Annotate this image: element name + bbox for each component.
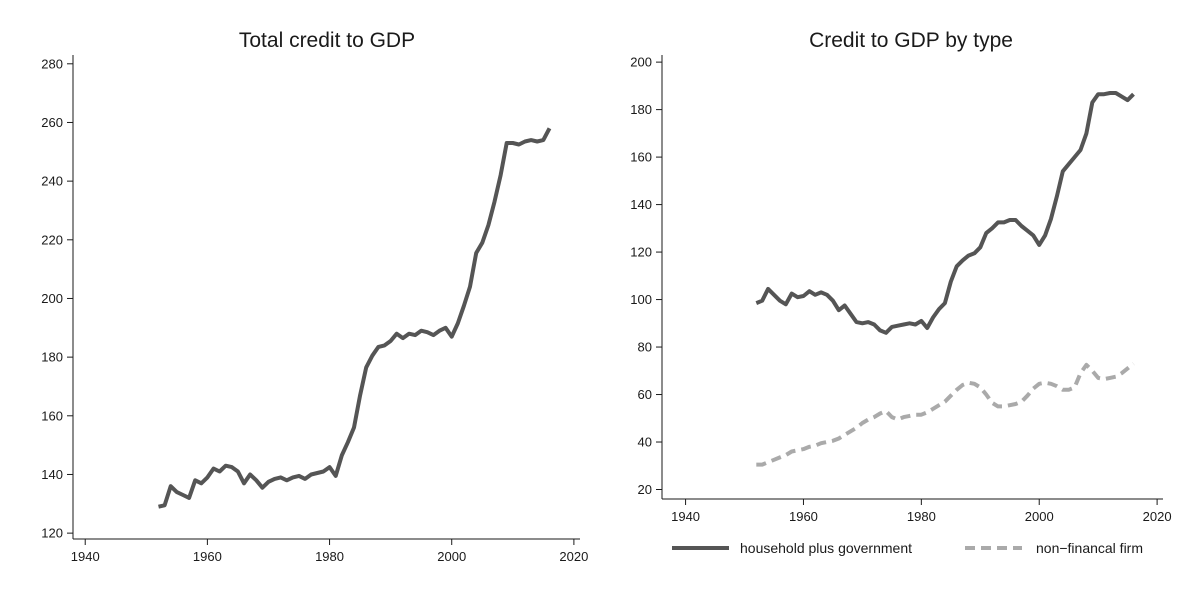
right-y-tick-label: 120	[630, 245, 652, 260]
right-series-line-0	[755, 91, 1135, 335]
right-x-tick-label: 2020	[1143, 509, 1172, 524]
right-chart-panel: Credit to GDP by type 20 40 60 80 100 120 140 1…	[630, 29, 1171, 556]
right-y-tick-label: 40	[638, 435, 652, 450]
right-x-tick-label: 1940	[671, 509, 700, 524]
left-y-tick-label: 280	[41, 56, 63, 71]
left-x-tick-label: 1940	[71, 549, 100, 564]
right-series-line-1	[756, 362, 1135, 467]
left-series-layer	[158, 127, 552, 509]
right-x-ticks: 1940 1960 1980 2000 2020	[671, 499, 1172, 524]
right-series-layer	[755, 91, 1135, 467]
right-y-tick-label: 60	[638, 387, 652, 402]
left-y-tick-label: 180	[41, 350, 63, 365]
right-y-tick-label: 140	[630, 197, 652, 212]
right-x-tick-label: 1960	[789, 509, 818, 524]
legend: household plus government non−financal f…	[672, 540, 1143, 556]
left-chart-title: Total credit to GDP	[239, 29, 415, 52]
left-y-ticks: 120 140 160 180 200 220 240 260 280	[41, 56, 73, 541]
left-x-tick-label: 2000	[437, 549, 466, 564]
left-y-tick-label: 240	[41, 174, 63, 189]
left-y-tick-label: 220	[41, 232, 63, 247]
right-y-tick-label: 180	[630, 102, 652, 117]
left-y-tick-label: 260	[41, 115, 63, 130]
left-x-tick-label: 1960	[193, 549, 222, 564]
right-y-tick-label: 20	[638, 482, 652, 497]
right-y-ticks: 20 40 60 80 100 120 140 160 180 200	[630, 55, 662, 497]
left-series-line-0	[158, 127, 552, 509]
left-y-tick-label: 160	[41, 408, 63, 423]
legend-label-household-plus-government: household plus government	[740, 540, 912, 556]
right-y-tick-label: 200	[630, 55, 652, 70]
left-y-tick-label: 140	[41, 467, 63, 482]
left-x-tick-label: 2020	[559, 549, 588, 564]
right-x-tick-label: 1980	[907, 509, 936, 524]
left-y-tick-label: 200	[41, 291, 63, 306]
legend-label-non-financial-firm: non−financal firm	[1036, 540, 1143, 556]
right-chart-title: Credit to GDP by type	[809, 29, 1013, 52]
right-y-tick-label: 100	[630, 292, 652, 307]
left-chart-panel: Total credit to GDP 120 140 160 180 200 220 24…	[41, 29, 588, 564]
right-x-tick-label: 2000	[1025, 509, 1054, 524]
right-y-tick-label: 80	[638, 340, 652, 355]
right-y-tick-label: 160	[630, 150, 652, 165]
left-y-tick-label: 120	[41, 526, 63, 541]
left-x-tick-label: 1980	[315, 549, 344, 564]
left-x-ticks: 1940 1960 1980 2000 2020	[71, 539, 588, 564]
